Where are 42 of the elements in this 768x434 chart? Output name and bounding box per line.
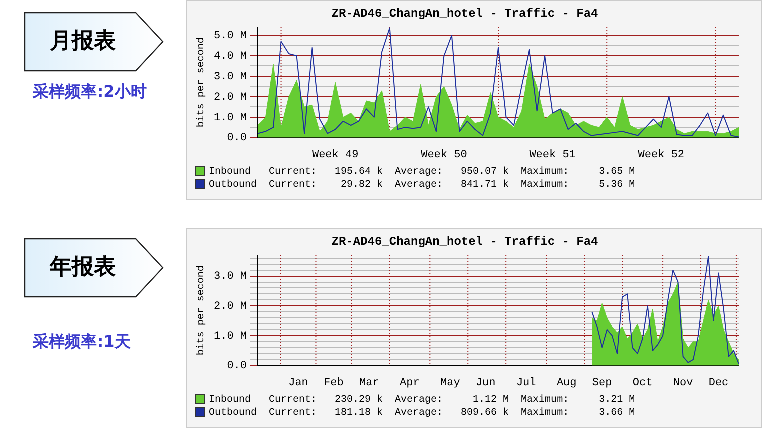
legend-label: Outbound — [209, 180, 258, 191]
x-tick-label: Week 50 — [421, 149, 468, 162]
y-tick-label: 0.0 — [227, 132, 248, 145]
y-axis-title: bits per second — [196, 38, 208, 128]
x-tick-label: Oct — [632, 377, 653, 390]
y-tick-label: 1.0 M — [214, 112, 248, 124]
x-tick-label: Week 52 — [638, 149, 685, 162]
text: 采样频率:1天 — [32, 332, 132, 353]
y-tick-label: 0.0 — [227, 360, 248, 373]
text: 年报表 — [48, 254, 117, 282]
text: Current: 29.82 k Average: 841.71 k Maximum: 5.36 M — [269, 180, 636, 191]
text: 月报表 — [49, 28, 117, 56]
x-tick-label: Aug — [556, 377, 577, 390]
text: 采样频率:2小时 — [32, 82, 148, 103]
text: Current: 230.29 k Average: 1.12 M Maximum: 3.21 M — [269, 395, 636, 406]
x-tick-label: Apr — [400, 377, 420, 390]
y-tick-label: 2.0 M — [214, 301, 248, 314]
y-tick-label: 3.0 M — [214, 71, 248, 84]
y-tick-label: 5.0 M — [214, 30, 248, 42]
x-tick-label: Dec — [708, 377, 729, 390]
x-tick-label: Jun — [476, 377, 496, 390]
y-tick-label: 2.0 M — [214, 92, 248, 104]
x-tick-label: Mar — [359, 377, 380, 390]
x-tick-label: Nov — [673, 377, 694, 390]
text: Current: 195.64 k Average: 950.07 k Maximum: 3.65 M — [269, 167, 636, 178]
x-tick-label: Jul — [516, 377, 536, 390]
legend-label: Inbound — [209, 395, 252, 406]
x-tick-label: Week 49 — [312, 149, 359, 162]
x-tick-label: Sep — [592, 377, 612, 390]
legend-label: Inbound — [209, 167, 252, 178]
x-tick-label: Jan — [288, 377, 308, 390]
x-tick-label: Week 51 — [530, 149, 576, 162]
y-tick-label: 3.0 M — [214, 271, 248, 284]
chart-title: ZR-AD46_ChangAn_hotel - Traffic - Fa4 — [332, 235, 598, 250]
text: Current: 181.18 k Average: 809.66 k Maximum: 3.66 M — [269, 408, 636, 419]
y-tick-label: 4.0 M — [214, 50, 248, 63]
y-axis-title: bits per second — [196, 266, 208, 356]
chart-title: ZR-AD46_ChangAn_hotel - Traffic - Fa4 — [332, 7, 598, 22]
x-tick-label: Feb — [324, 377, 344, 390]
y-tick-label: 1.0 M — [214, 330, 248, 343]
legend-label: Outbound — [209, 408, 258, 419]
x-tick-label: May — [440, 377, 461, 390]
